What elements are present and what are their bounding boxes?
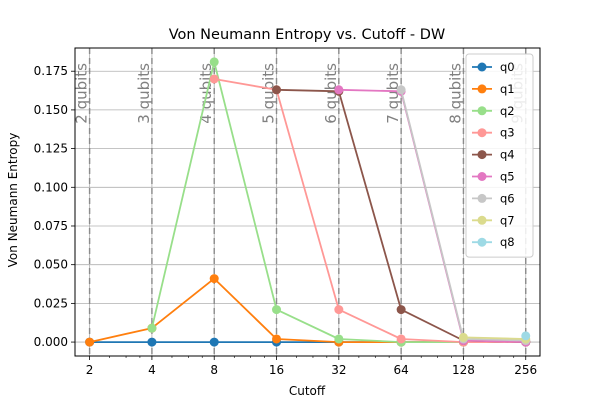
- y-tick-label: 0.150: [34, 103, 68, 117]
- y-tick-label: 0.075: [34, 219, 68, 233]
- legend-swatch-marker: [477, 215, 487, 225]
- y-tick-label: 0.050: [34, 258, 68, 272]
- data-point: [334, 334, 344, 344]
- data-point: [209, 57, 219, 67]
- y-tick-label: 0.025: [34, 296, 68, 310]
- x-tick-label: 8: [210, 363, 218, 377]
- series-line: [463, 336, 526, 340]
- x-tick-label: 128: [452, 363, 475, 377]
- legend-label: q6: [500, 191, 515, 205]
- legend-swatch-marker: [477, 193, 487, 203]
- x-tick-label: 2: [86, 363, 94, 377]
- legend-label: q7: [500, 213, 515, 227]
- data-point: [521, 331, 531, 341]
- marker-label: 2 qubits: [73, 63, 91, 124]
- data-point: [334, 85, 344, 95]
- legend-item: q5: [472, 170, 515, 184]
- x-tick-label: 64: [393, 363, 408, 377]
- marker-label: 8 qubits: [446, 63, 464, 124]
- data-point: [458, 332, 468, 342]
- series-line: [89, 277, 526, 344]
- marker-label: 5 qubits: [260, 63, 278, 124]
- legend-item: q4: [472, 148, 515, 162]
- legend-swatch-marker: [477, 84, 487, 94]
- data-point: [396, 334, 406, 344]
- legend-item: q6: [472, 191, 515, 205]
- legend-item: q2: [472, 104, 515, 118]
- data-point: [209, 274, 219, 284]
- legend-swatch-marker: [477, 106, 487, 116]
- y-ticks: 0.000 0.025 0.050 0.075 0.100 0.125 0.150 0.175: [34, 64, 75, 349]
- series-q8: [521, 331, 531, 341]
- legend-swatch-marker: [477, 128, 487, 138]
- plot-frame: [74, 47, 541, 357]
- x-ticks: 2 4 8 16 32 64 128 256: [86, 356, 537, 377]
- y-tick-label: 0.125: [34, 142, 68, 156]
- legend-label: q0: [500, 60, 515, 74]
- data-point: [85, 337, 95, 347]
- marker-label: 7 qubits: [384, 63, 402, 124]
- legend-swatch-marker: [477, 62, 487, 72]
- data-point: [272, 334, 282, 344]
- y-tick-label: 0.000: [34, 335, 68, 349]
- x-axis-label: Cutoff: [289, 384, 326, 398]
- legend-swatch-marker: [477, 150, 487, 160]
- data-point: [334, 305, 344, 315]
- legend-box: [465, 53, 534, 258]
- marker-label: 6 qubits: [322, 63, 340, 124]
- data-point: [209, 74, 219, 84]
- data-point: [272, 305, 282, 315]
- y-tick-label: 0.100: [34, 180, 68, 194]
- legend-label: q5: [500, 170, 515, 184]
- data-point: [147, 323, 157, 333]
- legend-item: q0: [472, 60, 515, 74]
- series-lines: [85, 57, 531, 347]
- legend-item: q1: [472, 82, 515, 96]
- data-point: [272, 85, 282, 95]
- data-point: [147, 337, 157, 347]
- vertical-markers: 2 qubits 3 qubits 4 qubits 5 qubits 6 qubits…: [73, 48, 527, 356]
- x-tick-label: 256: [514, 363, 537, 377]
- legend-label: q1: [500, 82, 515, 96]
- legend-label: q2: [500, 104, 515, 118]
- y-axis-label: Von Neumann Entropy: [6, 133, 20, 268]
- legend-swatch-marker: [477, 237, 487, 247]
- legend-item: q7: [472, 213, 515, 227]
- legend-label: q8: [500, 235, 515, 249]
- legend-label: q4: [500, 148, 515, 162]
- legend-item: q8: [472, 235, 515, 249]
- x-tick-label: 16: [269, 363, 284, 377]
- legend-label: q3: [500, 126, 515, 140]
- legend: q0 q1 q2 q3 q4 q5 q6 q7 q8: [465, 53, 534, 258]
- marker-label: 3 qubits: [135, 63, 153, 124]
- data-point: [396, 85, 406, 95]
- chart-title: Von Neumann Entropy vs. Cutoff - DW: [169, 27, 446, 43]
- y-tick-label: 0.175: [34, 64, 68, 78]
- x-tick-label: 4: [148, 363, 156, 377]
- data-point: [209, 337, 219, 347]
- data-point: [396, 305, 406, 315]
- series-line: [214, 78, 526, 344]
- legend-swatch-marker: [477, 172, 487, 181]
- x-tick-label: 32: [331, 363, 346, 377]
- legend-item: q3: [472, 126, 515, 140]
